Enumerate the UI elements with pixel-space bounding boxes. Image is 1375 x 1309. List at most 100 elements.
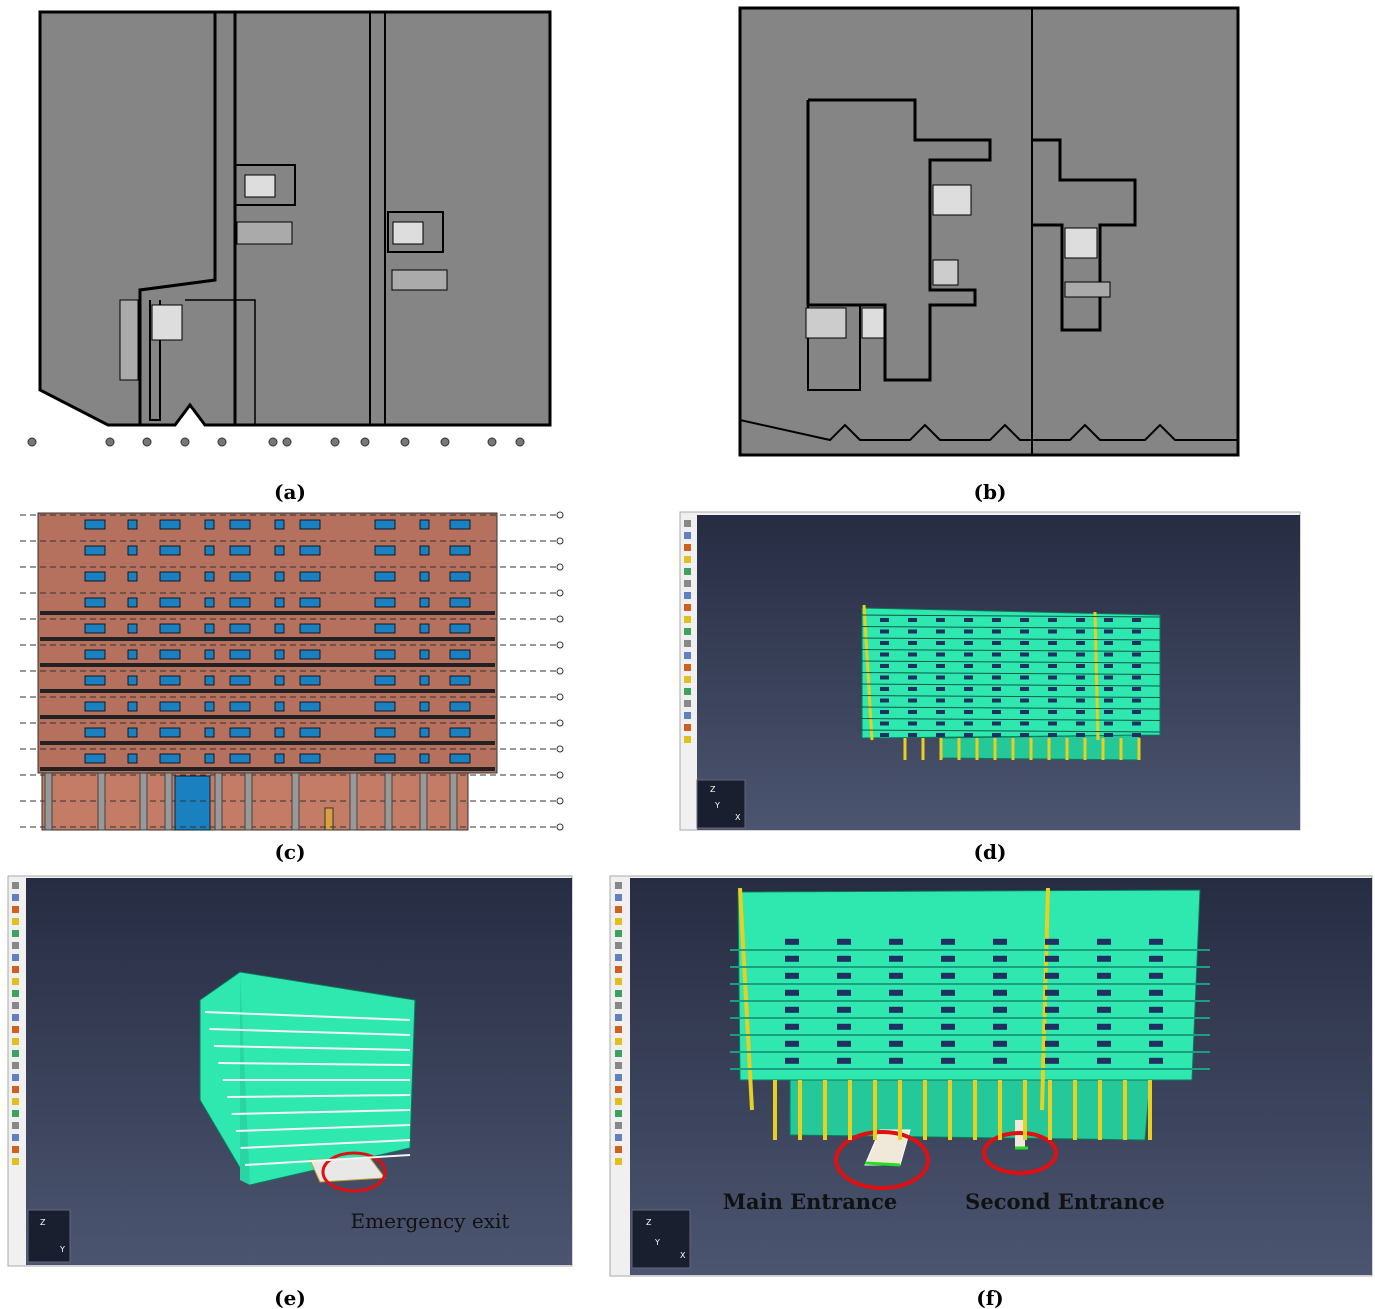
window [274,519,285,530]
column [44,772,53,831]
window [419,597,430,608]
window [964,641,973,645]
window [964,687,973,691]
window [936,687,945,691]
toolbar-icon [684,724,691,731]
window [785,1006,799,1013]
window [1132,641,1141,645]
window [889,938,903,945]
window [127,597,138,608]
caption: (e) [274,1286,306,1309]
window [84,701,106,712]
window [1104,652,1113,657]
window [419,701,430,712]
window [229,675,251,686]
window [908,675,917,680]
level-marker [556,563,564,571]
window [992,652,1001,657]
window [1045,1023,1059,1030]
window [204,675,215,686]
window [964,664,973,668]
level-marker [556,797,564,805]
window [229,519,251,530]
floor-line [857,706,1161,710]
window [1132,664,1141,668]
window [204,623,215,634]
window [1104,710,1113,714]
window [993,955,1007,962]
window [449,753,471,764]
window [908,698,917,703]
toolbar-icon [615,1110,622,1117]
window [1097,938,1111,945]
floor-line [857,729,1161,733]
window [785,1040,799,1047]
toolbar-icon [615,1002,622,1009]
balcony [40,741,495,745]
window [449,649,471,660]
window [936,641,945,645]
toolbar-icon [12,894,19,901]
window [127,675,138,686]
balcony [40,715,495,719]
window [964,652,973,657]
window [449,675,471,686]
caption: (b) [974,480,1007,504]
window [1097,1040,1111,1047]
window [204,597,215,608]
window [1020,733,1029,737]
window [204,727,215,738]
window [229,753,251,764]
window [964,675,973,680]
toolbar-icon [12,1086,19,1093]
window [908,721,917,726]
window [889,1023,903,1030]
window [936,652,945,657]
window [992,733,1001,737]
window [1076,664,1085,668]
window [1149,938,1163,945]
window [127,519,138,530]
balcony [40,637,495,641]
window [127,649,138,660]
floor-line [857,672,1161,675]
window [204,753,215,764]
window [1048,641,1057,645]
floor-line [240,1139,411,1149]
axis-label: Y [59,1245,65,1254]
window [1104,629,1113,634]
balcony [40,689,495,693]
window [1104,641,1113,645]
window [889,955,903,962]
window [229,623,251,634]
level-marker [556,719,564,727]
window [908,733,917,737]
window [274,701,285,712]
window [204,649,215,660]
window [1045,972,1059,979]
toolbar-icon [12,1050,19,1057]
window [1048,664,1057,668]
column [214,772,223,831]
toolbar-icon [615,930,622,937]
window [1048,733,1057,737]
window [1020,710,1029,714]
toolbar-icon [615,1146,622,1153]
toolbar-icon [615,966,622,973]
axis-label: Z [710,785,716,794]
window [299,701,321,712]
window [84,571,106,582]
window [889,1006,903,1013]
window [419,519,430,530]
window [1048,687,1057,691]
toolbar-icon [684,580,691,587]
window [1020,652,1029,657]
window [964,721,973,726]
window [1132,687,1141,691]
window [419,623,430,634]
floor-line [857,718,1161,721]
window [374,727,396,738]
window [374,753,396,764]
toolbar-icon [615,990,622,997]
